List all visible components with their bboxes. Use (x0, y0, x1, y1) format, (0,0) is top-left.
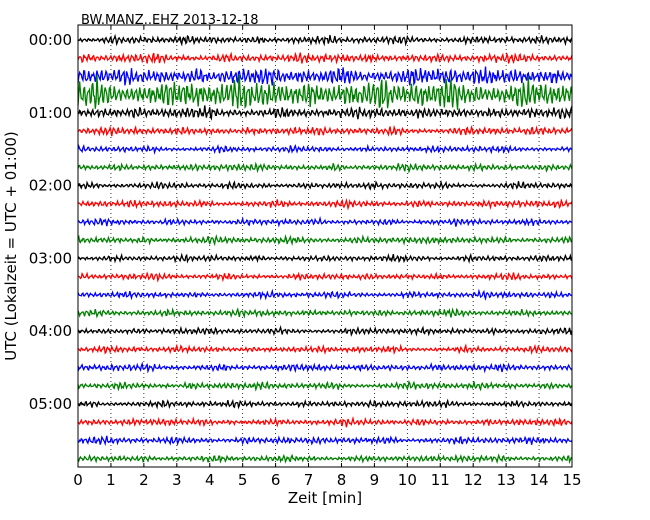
grid-lines (110, 25, 540, 467)
x-tick-label: 0 (73, 471, 83, 489)
trace-0400 (77, 324, 573, 337)
trace-0330 (77, 288, 573, 301)
x-tick-label: 11 (431, 471, 450, 489)
trace-0430 (77, 361, 573, 374)
trace-0515 (77, 415, 573, 428)
trace-0545 (77, 453, 573, 465)
x-tick-label: 6 (271, 471, 281, 489)
chart-title: BW.MANZ..EHZ 2013-12-18 (81, 13, 259, 28)
trace-0200 (77, 179, 573, 191)
trace-0500 (77, 398, 573, 410)
x-axis-label: Zeit [min] (288, 489, 362, 507)
trace-0300 (77, 252, 573, 264)
trace-0230 (77, 215, 573, 228)
y-tick-label: 01:00 (29, 104, 72, 122)
axis-ticks: 0 1 2 3 4 5 6 7 8 9 10 11 12 13 14 1500:0001:0002:0003:… (29, 25, 582, 489)
trace-0115 (77, 124, 573, 137)
y-tick-label: 00:00 (29, 31, 72, 49)
plot-frame (77, 24, 573, 468)
trace-0130 (77, 143, 573, 156)
y-axis-label: UTC (Lokalzeit = UTC + 01:00) (2, 131, 20, 361)
x-tick-label: 3 (172, 471, 182, 489)
x-tick-label: 10 (398, 471, 417, 489)
x-tick-label: 13 (497, 471, 516, 489)
trace-0215 (77, 197, 573, 211)
trace-0030 (77, 66, 573, 87)
trace-0145 (77, 161, 573, 174)
trace-0345 (77, 307, 573, 319)
trace-0315 (77, 271, 573, 283)
x-tick-label: 12 (464, 471, 483, 489)
trace-0100 (77, 105, 573, 121)
x-tick-label: 7 (304, 471, 314, 489)
trace-0245 (77, 234, 573, 247)
seismic-traces (77, 33, 573, 465)
y-tick-label: 05:00 (29, 395, 72, 413)
trace-0015 (77, 51, 573, 65)
trace-0415 (77, 343, 573, 356)
y-tick-label: 04:00 (29, 322, 72, 340)
x-tick-label: 15 (562, 471, 581, 489)
x-tick-label: 5 (238, 471, 248, 489)
x-tick-label: 8 (337, 471, 347, 489)
x-tick-label: 1 (106, 471, 116, 489)
trace-0045 (77, 74, 573, 110)
y-tick-label: 02:00 (29, 177, 72, 195)
x-tick-label: 14 (530, 471, 549, 489)
trace-0445 (77, 379, 573, 392)
y-tick-label: 03:00 (29, 249, 72, 267)
x-tick-label: 2 (139, 471, 149, 489)
trace-0530 (77, 435, 573, 447)
x-tick-label: 4 (205, 471, 215, 489)
trace-0000 (77, 33, 573, 47)
x-tick-label: 9 (370, 471, 380, 489)
